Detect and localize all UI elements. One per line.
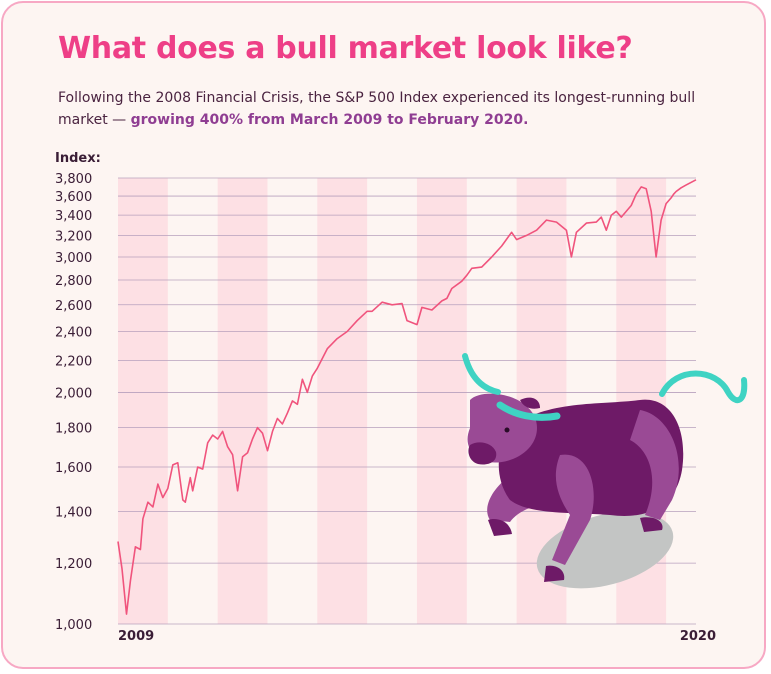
subtitle-emphasis: growing 400% from March 2009 to February… <box>130 112 529 128</box>
y-tick-label: 2,400 <box>55 326 92 341</box>
y-tick-label: 3,600 <box>55 190 92 205</box>
year-band <box>317 178 368 624</box>
y-tick-labels: 1,000 1,200 1,400 1,600 1,800 2,000 2,200 2,400… <box>55 172 92 633</box>
x-tick-label-start: 2009 <box>118 629 154 644</box>
y-tick-label: 1,400 <box>55 506 92 521</box>
y-tick-label: 3,800 <box>55 172 92 187</box>
y-tick-label: 2,000 <box>55 386 92 401</box>
y-tick-label: 2,200 <box>55 355 92 370</box>
y-axis-label: Index: <box>55 151 101 166</box>
y-tick-label: 1,000 <box>55 618 92 633</box>
y-tick-label: 1,600 <box>55 461 92 476</box>
series-line <box>117 179 697 615</box>
y-tick-label: 3,000 <box>55 251 92 266</box>
year-band <box>416 178 467 624</box>
year-band <box>118 178 168 624</box>
subtitle-text: Following the 2008 Financial Crisis, the… <box>58 90 696 128</box>
chart-subtitle: Following the 2008 Financial Crisis, the… <box>58 87 738 131</box>
y-tick-label: 2,600 <box>55 299 92 314</box>
y-tick-label: 3,200 <box>55 229 92 244</box>
y-tick-label: 2,800 <box>55 274 92 289</box>
gridlines <box>118 177 696 625</box>
y-tick-label: 3,400 <box>55 209 92 224</box>
x-tick-label-end: 2020 <box>680 629 716 644</box>
year-band <box>217 178 268 624</box>
y-tick-label: 1,200 <box>55 557 92 572</box>
bull-icon <box>462 353 748 589</box>
chart-title: What does a bull market look like? <box>58 31 633 66</box>
y-tick-label: 1,800 <box>55 422 92 437</box>
